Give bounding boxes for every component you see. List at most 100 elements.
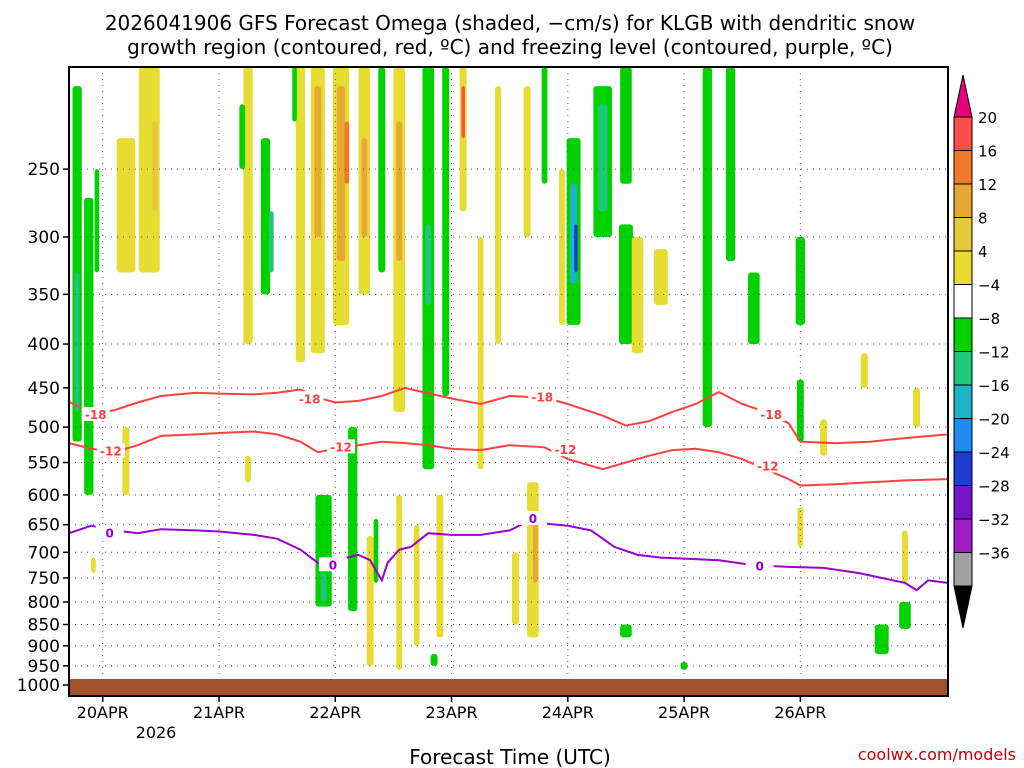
omega-patch (74, 272, 80, 412)
contour-label-bg (318, 557, 347, 572)
omega-patch (796, 379, 804, 442)
colorbar-segment (953, 250, 973, 285)
omega-patch (430, 653, 438, 666)
contour-label: 0 (529, 512, 537, 526)
omega-patch (361, 138, 368, 237)
contour-label: -12 (555, 443, 577, 457)
y-tick-label: 350 (28, 285, 60, 305)
colorbar-label: −12 (978, 344, 1010, 362)
colorbar-segment (953, 150, 973, 185)
x-tick-label: 25APR (658, 703, 710, 722)
contour-label-bg (518, 510, 547, 525)
omega-patch (239, 104, 246, 170)
y-tick-label: 550 (28, 454, 60, 474)
omega-patch (337, 86, 346, 261)
contour-label: 0 (329, 558, 337, 572)
omega-patch (653, 249, 668, 305)
y-tick-label: 900 (28, 637, 60, 657)
contour-label-bg (528, 389, 557, 404)
y-tick-label: 250 (28, 160, 60, 180)
credit-text: coolwx.com/models (858, 745, 1016, 764)
colorbar-segment (953, 418, 973, 453)
omega-patch (899, 601, 911, 629)
contour-label: -18 (531, 391, 553, 405)
contour-label: 0 (106, 527, 114, 541)
omega-patch (442, 67, 450, 397)
y-tick-label: 450 (28, 379, 60, 399)
omega-patch (292, 67, 297, 122)
omega-patch (94, 169, 100, 273)
y-tick-label: 800 (28, 593, 60, 613)
colorbar-label: 12 (978, 176, 997, 194)
omega-patch (152, 121, 158, 212)
colorbar-label: −24 (978, 444, 1010, 462)
contour-label-bg (81, 406, 110, 421)
omega-patch (598, 104, 608, 212)
omega-patch (495, 86, 501, 345)
omega-patch (874, 624, 889, 654)
colorbar-bottom-arrow (953, 585, 973, 629)
y-tick-label: 500 (28, 418, 60, 438)
omega-patch (620, 624, 632, 638)
colorbar-label: −28 (978, 478, 1010, 496)
omega-patch (320, 572, 327, 602)
colorbar-label: −16 (978, 377, 1010, 395)
contour-label: -12 (330, 440, 352, 454)
contour-label-bg (295, 391, 324, 406)
colorbar-top-arrow (953, 74, 973, 118)
colorbar-label: 8 (978, 210, 988, 228)
omega-patch (477, 236, 484, 470)
chart-title-line2: growth region (contoured, red, ºC) and f… (127, 35, 893, 59)
omega-patch (91, 557, 96, 573)
omega-patch (748, 272, 760, 345)
contour-labels: -18 -18 -18 -18 -12 -12 -12 -12 0 0 0 0 (81, 389, 786, 573)
colorbar-segment (953, 284, 973, 319)
contour-label-bg (327, 439, 356, 454)
colorbar-label: −20 (978, 411, 1010, 429)
x-tick-label: 21APR (193, 703, 245, 722)
omega-patch (541, 67, 548, 184)
omega-patch (702, 67, 712, 428)
omega-patch (559, 169, 565, 325)
x-axis-label: Forecast Time (UTC) (409, 745, 611, 768)
y-tick-label: 600 (28, 486, 60, 506)
ground-surface (69, 679, 948, 696)
y-tick-label: 300 (28, 228, 60, 248)
x-axis-ticks: 20APR 21APR 22APR 23APR 24APR 25APR 26APR (77, 696, 826, 722)
omega-patch (795, 236, 805, 325)
omega-patch (245, 455, 251, 483)
omega-patch (631, 236, 644, 354)
colorbar-segment (953, 384, 973, 419)
colorbar-segment (953, 518, 973, 553)
omega-patch (725, 67, 736, 261)
x-tick-label: 23APR (425, 703, 477, 722)
contour-label-bg (551, 442, 580, 457)
omega-patch (295, 67, 306, 363)
omega-patch (116, 138, 136, 273)
x-tick-label: 22APR (309, 703, 361, 722)
omega-patch (315, 494, 332, 607)
omega-shading (72, 67, 921, 670)
colorbar-segment (953, 485, 973, 520)
omega-patch (574, 224, 578, 273)
colorbar: 20 16 12 8 4 −4 −8 −12 −16 −20 −24 −28 −32 −36 (953, 74, 1010, 629)
omega-patch (680, 661, 688, 670)
colorbar-segment (953, 317, 973, 352)
x-axis-year: 2026 (136, 723, 177, 742)
contour-label-bg (745, 558, 774, 573)
omega-patch (532, 513, 538, 583)
omega-patch (396, 121, 403, 261)
omega-patch (523, 86, 531, 237)
contour-label: -12 (100, 445, 122, 459)
colorbar-label: 16 (978, 143, 997, 161)
omega-patch (820, 419, 828, 456)
colorbar-label: −4 (978, 277, 1000, 295)
y-tick-label: 850 (28, 616, 60, 636)
omega-patch (436, 494, 444, 638)
contour-label: -18 (85, 408, 107, 422)
x-tick-label: 26APR (774, 703, 826, 722)
y-axis-ticks: 2503003504004505005506006507007508008509… (17, 160, 69, 696)
omega-patch (913, 387, 921, 428)
colorbar-label: −36 (978, 545, 1010, 563)
contour-label: -12 (757, 460, 779, 474)
